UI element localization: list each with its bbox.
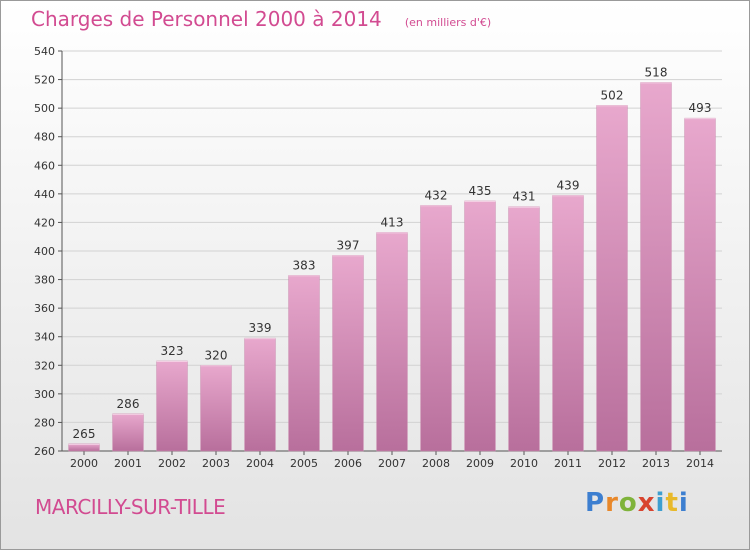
commune-name: MARCILLY-SUR-TILLE	[35, 495, 226, 519]
logo-letter: i	[655, 488, 666, 518]
x-tick-label: 2003	[202, 457, 230, 470]
labels: 260 280 300 320 340 360 380 400 420 440 460 480 500 5…	[34, 45, 714, 470]
bar-2001	[112, 413, 144, 452]
data-label: 397	[337, 238, 360, 252]
y-tick-label: 460	[34, 159, 55, 172]
data-label: 339	[249, 321, 272, 335]
data-label: 518	[645, 65, 668, 79]
bar-2006	[332, 255, 364, 452]
x-tick-label: 2000	[70, 457, 98, 470]
bar-2014	[684, 117, 716, 452]
data-label: 383	[293, 258, 316, 272]
y-tick-label: 500	[34, 102, 55, 115]
data-label: 431	[513, 190, 536, 204]
x-tick-label: 2002	[158, 457, 186, 470]
x-tick-label: 2013	[642, 457, 670, 470]
x-tick-label: 2008	[422, 457, 450, 470]
bar-2010	[508, 206, 540, 452]
y-tick-label: 440	[34, 188, 55, 201]
x-tick-label: 2005	[290, 457, 318, 470]
data-label: 432	[425, 188, 448, 202]
data-label: 323	[161, 344, 184, 358]
chart-title: Charges de Personnel 2000 à 2014	[31, 7, 382, 31]
y-tick-label: 480	[34, 131, 55, 144]
x-tick-label: 2010	[510, 457, 538, 470]
bars	[68, 82, 716, 452]
bar-2011	[552, 195, 584, 452]
bar-2009	[464, 200, 496, 452]
y-tick-label: 400	[34, 245, 55, 258]
chart-header: Charges de Personnel 2000 à 2014 (en mil…	[31, 7, 491, 31]
bar-2002	[156, 360, 188, 452]
y-tick-label: 380	[34, 274, 55, 287]
bar-2007	[376, 232, 408, 452]
y-tick-label: 300	[34, 388, 55, 401]
bar-2013	[640, 82, 672, 452]
x-tick-label: 2007	[378, 457, 406, 470]
bar-2012	[596, 105, 628, 452]
y-tick-label: 260	[34, 445, 55, 458]
data-label: 320	[205, 348, 228, 362]
y-tick-label: 420	[34, 216, 55, 229]
y-tick-label: 280	[34, 416, 55, 429]
logo-letter: t	[665, 488, 679, 518]
logo-letter: r	[605, 488, 619, 518]
data-label: 493	[689, 101, 712, 115]
logo-letter: P	[585, 488, 606, 518]
x-tick-label: 2006	[334, 457, 362, 470]
x-tick-label: 2012	[598, 457, 626, 470]
y-tick-label: 320	[34, 359, 55, 372]
x-tick-label: 2009	[466, 457, 494, 470]
proxiti-logo[interactable]: Proxiti	[585, 488, 689, 518]
y-tick-label: 360	[34, 302, 55, 315]
x-tick-label: 2004	[246, 457, 274, 470]
data-label: 413	[381, 215, 404, 229]
x-tick-label: 2011	[554, 457, 582, 470]
bar-2008	[420, 205, 452, 452]
x-tick-label: 2014	[686, 457, 714, 470]
logo-letter: i	[678, 488, 689, 518]
y-tick-label: 340	[34, 331, 55, 344]
data-label: 502	[601, 88, 624, 102]
bar-2004	[244, 337, 276, 452]
bar-2003	[200, 365, 232, 452]
bar-2005	[288, 275, 320, 452]
y-tick-label: 540	[34, 45, 55, 58]
logo-letter: x	[637, 488, 656, 518]
data-label: 286	[117, 397, 140, 411]
y-tick-label: 520	[34, 74, 55, 87]
data-label: 265	[73, 427, 96, 441]
bar-2000	[68, 443, 100, 452]
data-label: 439	[557, 178, 580, 192]
chart-subtitle: (en milliers d'€)	[404, 16, 492, 29]
data-label: 435	[469, 184, 492, 198]
logo-letter: o	[618, 488, 638, 518]
x-tick-label: 2001	[114, 457, 142, 470]
